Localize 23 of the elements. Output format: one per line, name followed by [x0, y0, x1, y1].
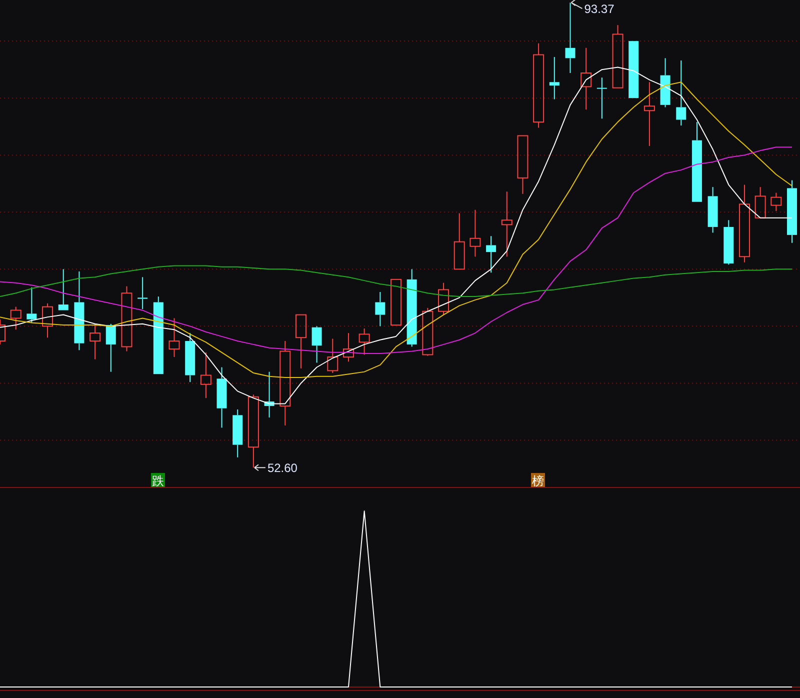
candlestick — [138, 276, 148, 310]
candlestick — [738, 184, 750, 263]
candlestick — [200, 352, 212, 399]
annotation: 52.60 — [267, 460, 298, 475]
candlestick — [580, 47, 592, 110]
candlestick — [644, 82, 655, 146]
annotation: 93.37 — [584, 2, 615, 16]
candlestick — [549, 56, 560, 100]
candlestick — [216, 366, 227, 428]
candlestick — [232, 408, 243, 458]
candlestick — [501, 191, 512, 258]
candlestick — [676, 60, 686, 126]
candlestick — [375, 291, 386, 327]
candlestick — [486, 236, 496, 274]
candlestick — [470, 209, 481, 258]
candlestick — [565, 2, 576, 74]
candlestick — [787, 180, 797, 244]
candlestick — [708, 186, 718, 234]
candlestick — [312, 326, 322, 364]
candlestick — [168, 318, 180, 358]
candlestick — [280, 340, 291, 426]
candlestick — [596, 77, 607, 120]
candlestick — [74, 270, 84, 351]
